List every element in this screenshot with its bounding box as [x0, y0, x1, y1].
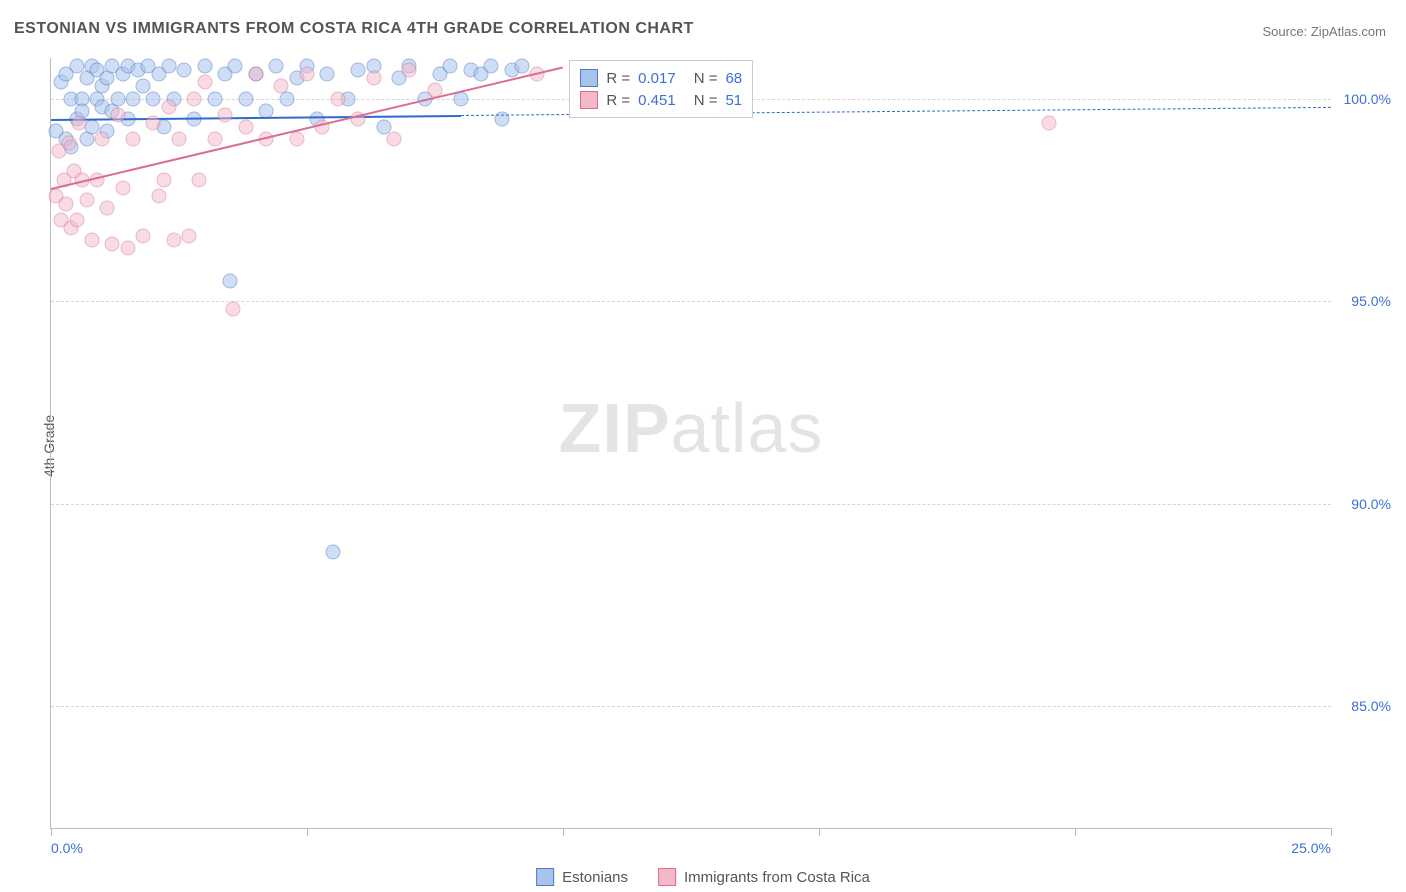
n-value: 51	[725, 92, 742, 109]
data-point	[207, 91, 222, 106]
y-tick-label: 85.0%	[1336, 698, 1391, 714]
data-point	[146, 91, 161, 106]
data-point	[274, 79, 289, 94]
data-point	[228, 59, 243, 74]
data-point	[95, 132, 110, 147]
data-point	[484, 59, 499, 74]
x-tick	[819, 828, 820, 836]
legend-swatch	[658, 868, 676, 886]
gridline	[51, 301, 1331, 302]
data-point	[225, 302, 240, 317]
data-point	[136, 229, 151, 244]
data-point	[366, 71, 381, 86]
x-tick-label: 0.0%	[51, 840, 83, 856]
data-point	[166, 233, 181, 248]
data-point	[387, 132, 402, 147]
data-point	[151, 188, 166, 203]
x-tick	[1331, 828, 1332, 836]
legend-item: Immigrants from Costa Rica	[658, 868, 870, 886]
data-point	[146, 115, 161, 130]
data-point	[192, 172, 207, 187]
data-point	[172, 132, 187, 147]
data-point	[161, 99, 176, 114]
source-link[interactable]: ZipAtlas.com	[1311, 24, 1386, 39]
data-point	[125, 132, 140, 147]
data-point	[325, 545, 340, 560]
data-point	[402, 63, 417, 78]
legend-swatch	[580, 69, 598, 87]
x-tick	[51, 828, 52, 836]
gridline	[51, 504, 1331, 505]
legend-item: Estonians	[536, 868, 628, 886]
data-point	[248, 67, 263, 82]
stats-row: R = 0.451 N = 51	[580, 89, 742, 111]
data-point	[289, 132, 304, 147]
data-point	[443, 59, 458, 74]
data-point	[238, 119, 253, 134]
data-point	[494, 111, 509, 126]
data-point	[269, 59, 284, 74]
legend-label: Estonians	[562, 869, 628, 886]
data-point	[187, 91, 202, 106]
chart-title: ESTONIAN VS IMMIGRANTS FROM COSTA RICA 4…	[14, 20, 694, 38]
data-point	[330, 91, 345, 106]
legend-swatch	[536, 868, 554, 886]
x-tick	[563, 828, 564, 836]
data-point	[197, 75, 212, 90]
data-point	[100, 200, 115, 215]
data-point	[320, 67, 335, 82]
x-tick	[307, 828, 308, 836]
data-point	[161, 59, 176, 74]
r-value: 0.017	[638, 70, 676, 87]
data-point	[223, 273, 238, 288]
data-point	[72, 115, 87, 130]
r-label: R =	[606, 92, 630, 109]
data-point	[197, 59, 212, 74]
x-tick	[1075, 828, 1076, 836]
data-point	[177, 63, 192, 78]
data-point	[351, 63, 366, 78]
data-point	[79, 192, 94, 207]
data-point	[1042, 115, 1057, 130]
data-point	[110, 91, 125, 106]
source-label: Source:	[1262, 24, 1310, 39]
data-point	[61, 136, 76, 151]
data-point	[207, 132, 222, 147]
trend-line	[51, 66, 563, 190]
watermark-rest: atlas	[671, 389, 824, 467]
data-point	[218, 107, 233, 122]
data-point	[156, 172, 171, 187]
r-label: R =	[606, 70, 630, 87]
n-label: N =	[694, 70, 718, 87]
stats-legend: R = 0.017 N = 68 R = 0.451 N = 51	[569, 60, 753, 118]
x-tick-label: 25.0%	[1291, 840, 1331, 856]
n-value: 68	[725, 70, 742, 87]
watermark: ZIPatlas	[559, 388, 824, 468]
data-point	[110, 107, 125, 122]
data-point	[238, 91, 253, 106]
y-tick-label: 95.0%	[1336, 293, 1391, 309]
stats-row: R = 0.017 N = 68	[580, 67, 742, 89]
data-point	[515, 59, 530, 74]
data-point	[120, 241, 135, 256]
data-point	[69, 213, 84, 228]
data-point	[59, 196, 74, 211]
gridline	[51, 706, 1331, 707]
data-point	[84, 233, 99, 248]
data-point	[115, 180, 130, 195]
y-tick-label: 90.0%	[1336, 496, 1391, 512]
y-tick-label: 100.0%	[1336, 91, 1391, 107]
data-point	[300, 67, 315, 82]
bottom-legend: Estonians Immigrants from Costa Rica	[536, 868, 870, 886]
legend-label: Immigrants from Costa Rica	[684, 869, 870, 886]
data-point	[182, 229, 197, 244]
data-point	[105, 237, 120, 252]
legend-swatch	[580, 91, 598, 109]
scatter-plot-area: ZIPatlas 85.0%90.0%95.0%100.0%0.0%25.0%R…	[50, 58, 1331, 829]
watermark-bold: ZIP	[559, 389, 671, 467]
source-attribution: Source: ZipAtlas.com	[1262, 24, 1386, 39]
n-label: N =	[694, 92, 718, 109]
data-point	[125, 91, 140, 106]
r-value: 0.451	[638, 92, 676, 109]
